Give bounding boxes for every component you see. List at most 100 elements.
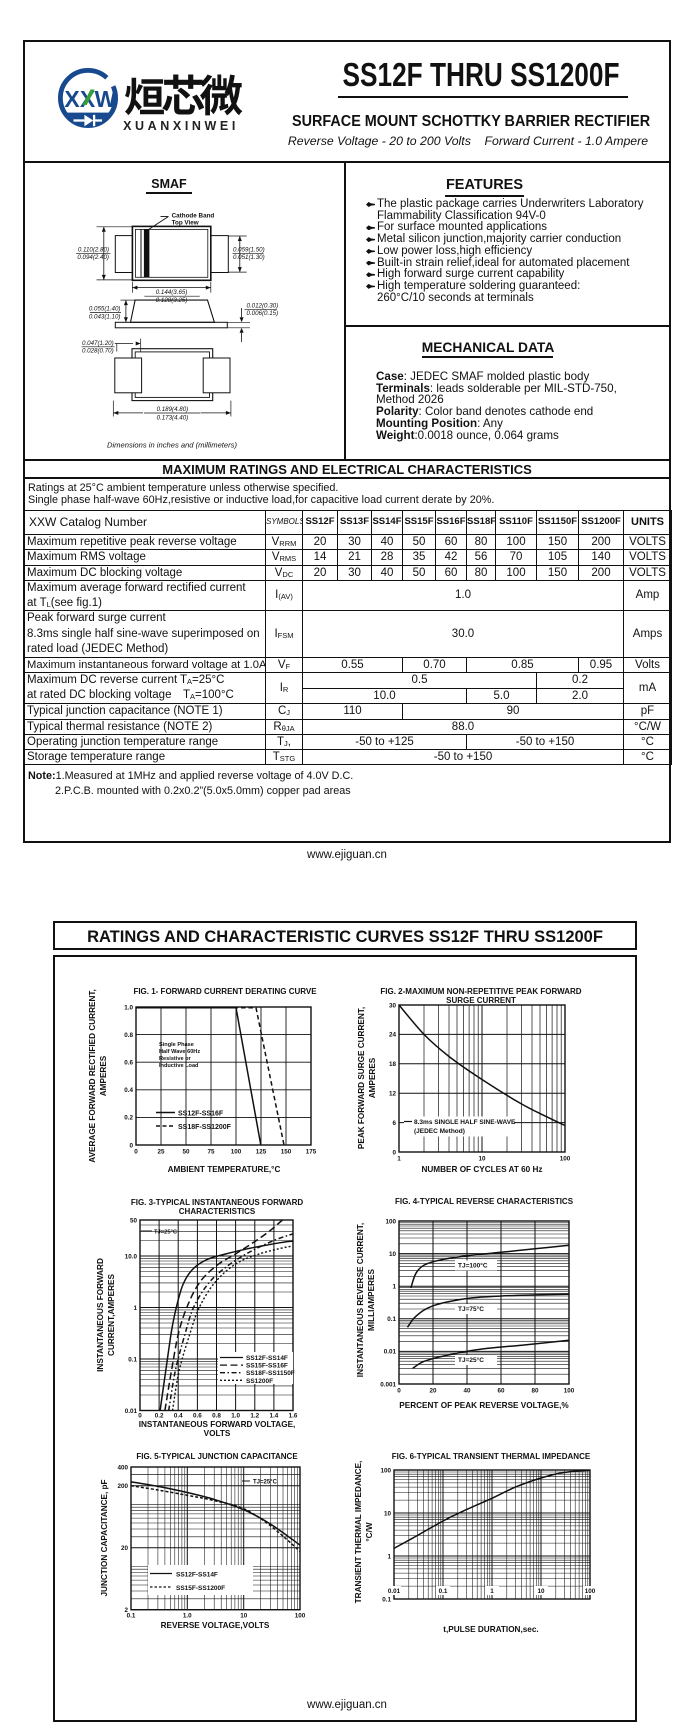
svg-text:1: 1	[133, 1305, 137, 1312]
svg-text:PERCENT OF PEAK REVERSE VOLTAG: PERCENT OF PEAK REVERSE VOLTAGE,%	[399, 1401, 569, 1410]
svg-text:SS12F-SS14F: SS12F-SS14F	[176, 1572, 218, 1579]
svg-text:0.059(1.50): 0.059(1.50)	[233, 247, 265, 254]
svg-text:0.2: 0.2	[124, 1115, 133, 1122]
svg-text:0.8: 0.8	[212, 1413, 221, 1420]
svg-text:TJ=25°C: TJ=25°C	[458, 1356, 484, 1364]
svg-text:t,PULSE DURATION,sec.: t,PULSE DURATION,sec.	[443, 1625, 538, 1634]
svg-text:°C/W: °C/W	[365, 1522, 374, 1541]
svg-text:200: 200	[117, 1483, 128, 1490]
svg-text:0.1: 0.1	[439, 1588, 448, 1595]
svg-text:TJ=100°C: TJ=100°C	[458, 1262, 488, 1270]
svg-text:175: 175	[306, 1149, 317, 1156]
svg-text:FIG. 4-TYPICAL REVERSE CHARACT: FIG. 4-TYPICAL REVERSE CHARACTERISTICS	[395, 1197, 574, 1206]
svg-text:0.4: 0.4	[174, 1413, 183, 1420]
svg-text:400: 400	[117, 1464, 128, 1471]
svg-text:10: 10	[537, 1588, 545, 1595]
svg-text:Cathode Band: Cathode Band	[172, 213, 215, 220]
svg-text:1: 1	[397, 1156, 401, 1163]
svg-text:0: 0	[138, 1413, 142, 1420]
svg-text:25: 25	[157, 1149, 165, 1156]
svg-text:SS18F-SS1150F: SS18F-SS1150F	[246, 1370, 295, 1377]
svg-text:0: 0	[134, 1149, 138, 1156]
svg-text:FIG. 2-MAXIMUM NON-REPETITIVE: FIG. 2-MAXIMUM NON-REPETITIVE PEAK FORWA…	[380, 987, 581, 996]
svg-text:0.144(3.65): 0.144(3.65)	[156, 289, 188, 296]
svg-text:Inductive Load: Inductive Load	[159, 1063, 199, 1069]
svg-text:REVERSE VOLTAGE,VOLTS: REVERSE VOLTAGE,VOLTS	[161, 1621, 270, 1630]
svg-text:0.055(1.40): 0.055(1.40)	[89, 306, 121, 313]
svg-text:12: 12	[389, 1091, 397, 1098]
svg-text:INSTANTANEOUS FORWARD VOLTAGE,: INSTANTANEOUS FORWARD VOLTAGE,	[139, 1420, 296, 1429]
svg-text:AVERAGE FORWARD RECTIFIED CURR: AVERAGE FORWARD RECTIFIED CURRENT,	[88, 989, 97, 1162]
svg-text:10.0: 10.0	[125, 1253, 138, 1260]
svg-text:0.110(2.80): 0.110(2.80)	[78, 247, 109, 254]
svg-text:FIG. 6-TYPICAL TRANSIENT THERM: FIG. 6-TYPICAL TRANSIENT THERMAL IMPEDAN…	[392, 1452, 591, 1461]
svg-text:0.01: 0.01	[384, 1349, 397, 1356]
svg-text:100: 100	[231, 1149, 242, 1156]
svg-text:JUNCTION CAPACITANCE, pF: JUNCTION CAPACITANCE, pF	[100, 1479, 109, 1596]
svg-text:1: 1	[490, 1588, 494, 1595]
svg-text:0.051(1.30): 0.051(1.30)	[233, 254, 265, 261]
svg-text:VOLTS: VOLTS	[204, 1429, 231, 1438]
svg-text:0: 0	[397, 1388, 401, 1395]
svg-text:CHARACTERISTICS: CHARACTERISTICS	[179, 1207, 256, 1216]
svg-text:18: 18	[389, 1061, 397, 1068]
svg-text:XUANXINWEI: XUANXINWEI	[123, 119, 239, 133]
svg-text:CURRENT,AMPERES: CURRENT,AMPERES	[107, 1274, 116, 1356]
svg-text:50: 50	[130, 1217, 138, 1224]
svg-text:1.0: 1.0	[183, 1613, 192, 1620]
svg-text:40: 40	[463, 1388, 471, 1395]
svg-text:0.006(0.15): 0.006(0.15)	[247, 310, 279, 317]
svg-text:SS12F-SS16F: SS12F-SS16F	[178, 1111, 224, 1118]
svg-text:0.001: 0.001	[380, 1381, 396, 1388]
svg-text:Resistive or: Resistive or	[159, 1056, 192, 1062]
svg-text:(JEDEC Method): (JEDEC Method)	[414, 1128, 465, 1135]
svg-text:100: 100	[585, 1588, 596, 1595]
svg-text:FIG. 3-TYPICAL INSTANTANEOUS F: FIG. 3-TYPICAL INSTANTANEOUS FORWARD	[131, 1198, 304, 1207]
svg-text:8.3ms SINGLE HALF SINE-WAVE: 8.3ms SINGLE HALF SINE-WAVE	[414, 1119, 516, 1126]
svg-text:0.8: 0.8	[124, 1032, 133, 1039]
svg-text:TJ=25°C: TJ=25°C	[253, 1480, 278, 1486]
svg-text:W: W	[95, 86, 117, 112]
svg-text:X: X	[64, 86, 80, 112]
svg-text:PEAK FORWARD SURGE CURRENT,: PEAK FORWARD SURGE CURRENT,	[357, 1007, 366, 1149]
svg-text:1.0: 1.0	[124, 1004, 133, 1011]
svg-text:0.047(1.20): 0.047(1.20)	[82, 340, 114, 347]
svg-text:TJ=25°C: TJ=25°C	[154, 1230, 178, 1236]
svg-text:10: 10	[389, 1251, 397, 1258]
svg-text:FIG. 5-TYPICAL JUNCTION CAPACI: FIG. 5-TYPICAL JUNCTION CAPACITANCE	[136, 1452, 298, 1461]
svg-text:75: 75	[207, 1149, 215, 1156]
svg-text:30: 30	[389, 1002, 397, 1009]
svg-text:100: 100	[295, 1613, 306, 1620]
svg-text:1: 1	[392, 1284, 396, 1291]
svg-text:0.1: 0.1	[387, 1316, 396, 1323]
svg-text:150: 150	[281, 1149, 292, 1156]
svg-text:20: 20	[121, 1545, 129, 1552]
svg-text:0: 0	[392, 1149, 396, 1156]
svg-text:100: 100	[564, 1388, 575, 1395]
svg-text:24: 24	[389, 1032, 397, 1039]
svg-text:FIG. 1- FORWARD CURRENT DERATI: FIG. 1- FORWARD CURRENT DERATING CURVE	[133, 987, 317, 996]
svg-text:10: 10	[240, 1613, 248, 1620]
svg-text:1.0: 1.0	[231, 1413, 240, 1420]
svg-text:Half Wave 60Hz: Half Wave 60Hz	[159, 1049, 200, 1055]
svg-text:0: 0	[129, 1142, 133, 1149]
svg-text:125: 125	[256, 1149, 267, 1156]
svg-text:Top View: Top View	[172, 220, 199, 227]
svg-text:1.4: 1.4	[270, 1413, 279, 1420]
svg-text:Single Phase: Single Phase	[159, 1042, 194, 1048]
svg-text:0.4: 0.4	[124, 1087, 133, 1094]
svg-text:SS18F-SS1200F: SS18F-SS1200F	[178, 1124, 232, 1131]
svg-text:6: 6	[392, 1120, 396, 1127]
svg-text:100: 100	[385, 1218, 396, 1225]
svg-text:0.1: 0.1	[382, 1596, 391, 1603]
svg-text:1: 1	[387, 1553, 391, 1560]
svg-text:SS15F-SS1200F: SS15F-SS1200F	[176, 1585, 225, 1592]
svg-text:2: 2	[124, 1607, 128, 1614]
svg-text:0.094(2.40): 0.094(2.40)	[77, 254, 109, 261]
svg-text:10: 10	[384, 1510, 392, 1517]
svg-text:SS12F-SS14F: SS12F-SS14F	[246, 1355, 288, 1362]
svg-text:0.01: 0.01	[125, 1408, 138, 1415]
svg-text:100: 100	[560, 1156, 571, 1163]
svg-text:SS1200F: SS1200F	[246, 1378, 273, 1385]
svg-text:50: 50	[182, 1149, 190, 1156]
